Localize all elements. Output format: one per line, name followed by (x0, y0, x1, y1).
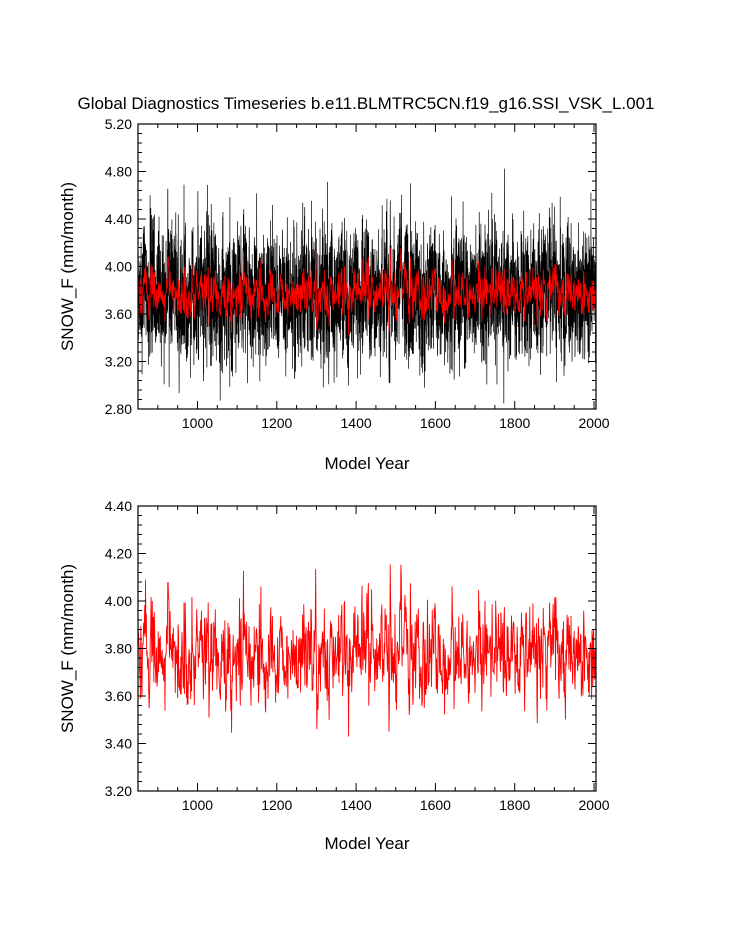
y-axis-title: SNOW_F (mm/month) (58, 564, 77, 733)
y-tick-label: 4.40 (105, 498, 132, 514)
x-tick-label: 1400 (341, 415, 372, 431)
plot-area (138, 564, 596, 737)
y-tick-label: 4.40 (105, 211, 132, 227)
y-tick-label: 4.80 (105, 164, 132, 180)
x-tick-label: 1200 (261, 797, 292, 813)
x-tick-label: 1000 (182, 415, 213, 431)
x-tick-label: 1800 (499, 415, 530, 431)
y-tick-label: 4.20 (105, 546, 132, 562)
y-tick-label: 3.40 (105, 736, 132, 752)
x-axis-title: Model Year (324, 454, 409, 473)
figure-title: Global Diagnostics Timeseries b.e11.BLMT… (77, 94, 654, 113)
y-tick-label: 3.60 (105, 688, 132, 704)
y-tick-label: 2.80 (105, 401, 132, 417)
y-tick-label: 4.00 (105, 593, 132, 609)
x-tick-label: 1400 (341, 797, 372, 813)
x-tick-label: 1200 (261, 415, 292, 431)
x-tick-label: 1800 (499, 797, 530, 813)
series-line-annual-mean (138, 564, 596, 737)
x-axis-title: Model Year (324, 834, 409, 853)
x-tick-label: 2000 (578, 415, 609, 431)
y-tick-label: 3.20 (105, 783, 132, 799)
plot-area (138, 168, 596, 404)
bottom-panel: 1000 1200 1400 1600 1800 2000 3.20 3.40 3.60 3.80… (58, 498, 610, 853)
y-tick-label: 4.00 (105, 259, 132, 275)
x-tick-label: 2000 (578, 797, 609, 813)
series-line-annual-mean (138, 247, 596, 335)
y-tick-label: 3.80 (105, 641, 132, 657)
y-tick-label: 3.20 (105, 354, 132, 370)
x-tick-label: 1600 (420, 415, 451, 431)
y-tick-label: 3.60 (105, 306, 132, 322)
top-panel: 1000 1200 1400 1600 1800 2000 2.80 3.20 3.60 4.00… (58, 116, 610, 473)
y-tick-label: 5.20 (105, 116, 132, 132)
x-tick-label: 1600 (420, 797, 451, 813)
y-axis-title: SNOW_F (mm/month) (58, 182, 77, 351)
x-tick-label: 1000 (182, 797, 213, 813)
